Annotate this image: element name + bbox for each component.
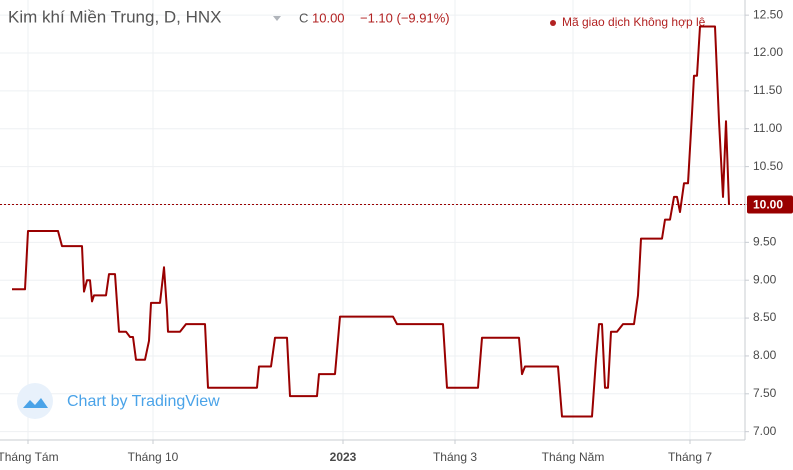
close-prefix: C: [299, 10, 308, 25]
y-tick-label: 11.00: [753, 121, 782, 135]
y-tick-label: 12.00: [753, 45, 783, 59]
status-dot: [550, 20, 556, 26]
y-tick-label: 8.00: [753, 348, 777, 362]
change-value: −1.10 (−9.91%): [360, 10, 450, 25]
last-price-label: 10.00: [753, 198, 783, 212]
close-value: 10.00: [312, 10, 345, 25]
watermark-text[interactable]: Chart by TradingView: [67, 393, 220, 410]
y-tick-label: 7.00: [753, 424, 777, 438]
x-tick-label: Tháng Tám: [0, 450, 59, 464]
x-tick-label: 2023: [330, 450, 357, 464]
y-tick-label: 8.50: [753, 310, 777, 324]
watermark-logo: [17, 383, 53, 419]
y-tick-label: 10.50: [753, 159, 783, 173]
x-tick-label: Tháng Năm: [542, 450, 605, 464]
x-tick-label: Tháng 3: [433, 450, 477, 464]
y-tick-label: 11.50: [753, 83, 782, 97]
y-tick-label: 12.50: [753, 7, 783, 21]
price-line: [12, 25, 730, 418]
x-tick-label: Tháng 7: [668, 450, 712, 464]
grid: [0, 0, 745, 440]
status-text[interactable]: Mã giao dịch Không hợp lệ: [562, 15, 706, 29]
last-price-box: [747, 195, 793, 214]
x-tick-label: Tháng 10: [128, 450, 179, 464]
chart-title: Kim khí Miền Trung, D, HNX: [8, 7, 222, 26]
y-tick-label: 7.50: [753, 386, 777, 400]
dropdown-icon[interactable]: [273, 16, 281, 21]
y-tick-label: 9.50: [753, 235, 777, 249]
y-tick-label: 9.00: [753, 272, 777, 286]
